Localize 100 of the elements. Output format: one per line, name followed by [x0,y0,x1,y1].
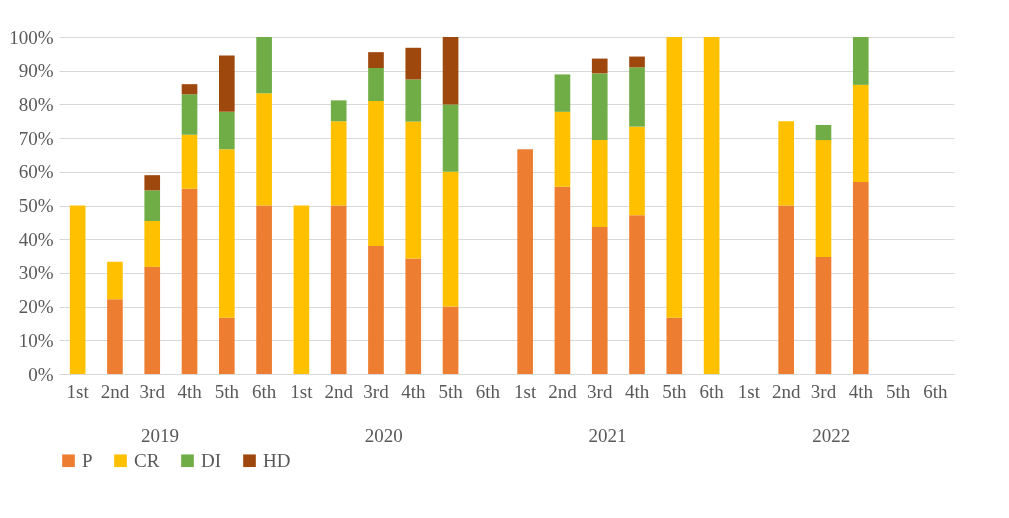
y-tick-label: 30% [18,262,54,284]
bar [591,227,608,374]
bar [629,56,645,68]
bar [815,257,832,374]
y-tick-label: 0% [28,363,54,385]
bar [442,306,459,374]
x-tick-label: 6th [923,380,948,402]
bar [181,94,198,135]
bar [368,68,384,102]
bar [144,266,161,374]
bar [778,205,795,374]
bar [107,299,123,374]
bar [591,140,608,228]
y-tick-label: 40% [18,228,54,250]
bar [591,58,608,74]
bar [256,205,272,374]
bar [815,140,832,258]
x-tick-label: 3rd [587,380,613,402]
bar [218,55,235,112]
y-tick-label: 10% [18,329,54,351]
x-tick-label: 4th [177,380,203,402]
x-tick-label: 6th [251,380,277,402]
legend-label: DI [201,449,222,471]
bar [442,37,459,105]
bar [256,37,272,94]
bar [144,175,161,191]
x-tick-label: 1st [514,380,537,402]
x-tick-label: 2nd [771,380,801,402]
x-tick-label: 3rd [139,380,166,402]
legend-label: HD [263,449,291,471]
bar [629,126,645,216]
x-tick-label: 3rd [810,380,837,402]
y-tick-label: 100% [9,26,54,48]
bar [815,124,832,141]
bar [181,188,198,374]
bar [144,221,161,267]
y-tick-label: 20% [18,296,54,318]
bar [69,205,86,374]
bar [703,37,720,374]
y-tick-label: 50% [18,195,54,216]
bar [778,121,795,206]
x-tick-label: 2nd [548,380,578,402]
y-tick-label: 70% [18,127,54,149]
bar [405,121,422,259]
bar [591,73,608,141]
bar [368,52,384,68]
legend-label: CR [134,449,160,471]
x-tick-label: 1st [290,380,314,402]
x-tick-label: 1st [66,380,90,402]
bar [107,261,123,300]
x-tick-label: 3rd [363,380,390,402]
bar [330,205,347,374]
bar [218,111,235,150]
text: 2022 [812,425,851,446]
bar [181,84,198,95]
bar [852,84,869,182]
x-tick-label: 5th [214,380,240,402]
text: 2019 [141,425,180,446]
bar [293,205,310,374]
x-tick-label: 4th [848,380,874,402]
x-tick-label: 5th [885,380,911,402]
bar [666,37,683,318]
y-tick-label: 60% [18,161,54,183]
bar [629,215,645,374]
bar [629,67,645,127]
x-tick-label: 5th [662,380,687,402]
text: 2021 [588,425,627,446]
bar [181,134,198,189]
x-tick-label: 4th [624,380,650,402]
bar [554,74,571,112]
text: 2020 [364,425,403,446]
bar [554,186,571,374]
x-tick-label: 5th [438,380,464,402]
bar [852,37,869,85]
y-tick-label: 80% [18,93,54,115]
x-tick-label: 6th [699,380,725,402]
bar [330,121,347,206]
x-tick-label: 2nd [100,380,130,402]
bar [405,258,422,374]
x-tick-label: 1st [737,380,761,402]
x-tick-label: 4th [401,380,426,402]
x-tick-label: 2nd [324,380,354,402]
bar [852,181,869,374]
bar [517,149,533,374]
bar [368,245,384,374]
bar [405,79,422,122]
bar [442,104,459,172]
y-tick-label: 90% [18,60,54,82]
bar [218,149,235,318]
bar [554,111,571,187]
legend-label: P [82,449,93,471]
bar [330,100,347,122]
x-tick-label: 6th [475,380,501,402]
bar [144,190,161,221]
bar [666,317,683,374]
bar [442,171,459,307]
bar [218,317,235,374]
bar [405,47,422,80]
bar [256,93,272,206]
bar [368,101,384,246]
